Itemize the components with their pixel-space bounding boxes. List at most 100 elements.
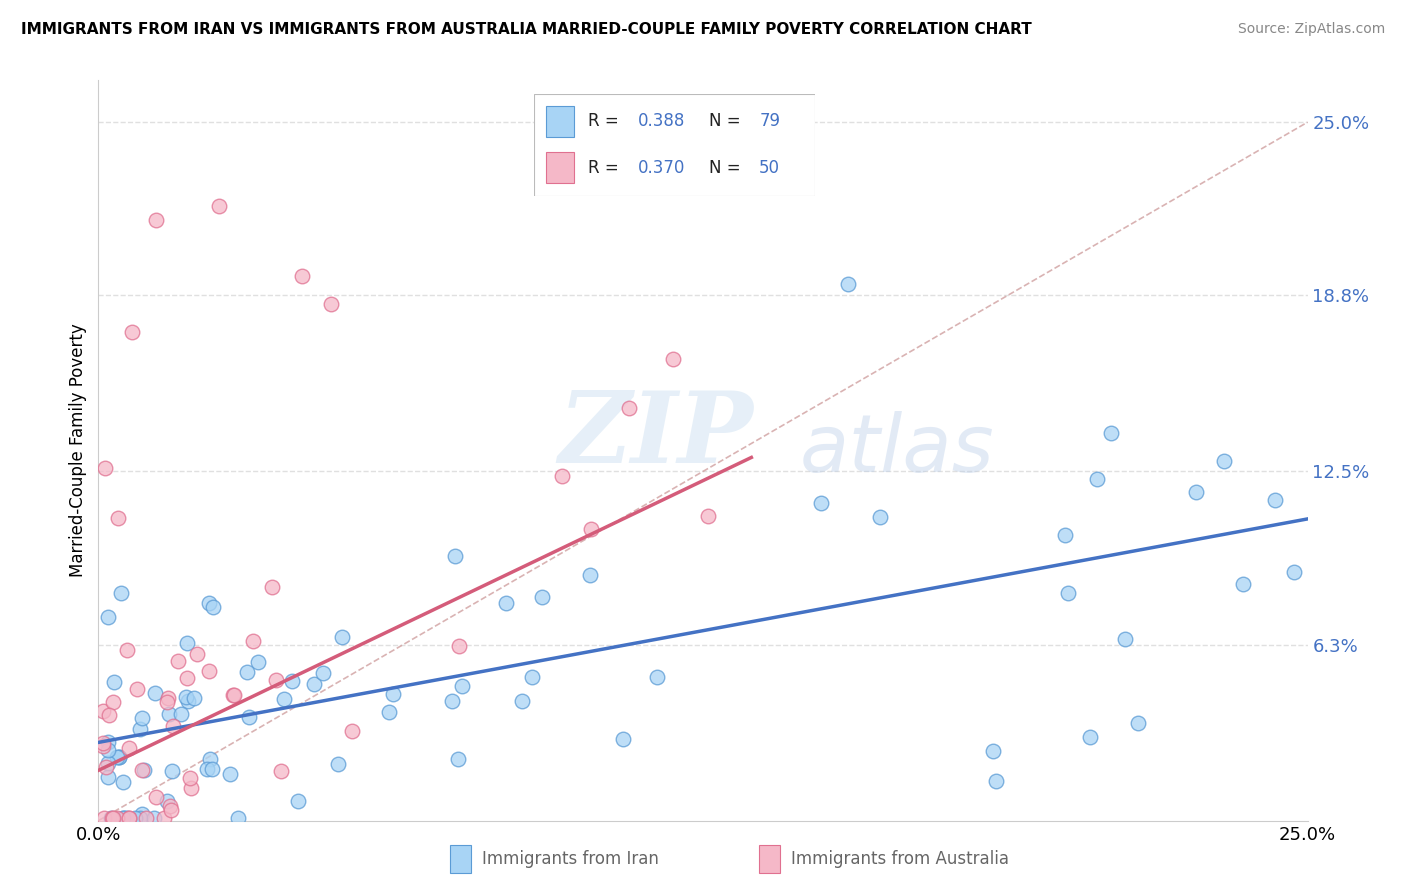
Point	[201, 599, 224, 614]
Point	[1114, 632, 1136, 647]
Point	[118, 811, 141, 825]
Point	[447, 752, 470, 766]
Point	[262, 580, 284, 594]
Point	[125, 681, 148, 696]
Point	[108, 750, 131, 764]
Point	[1213, 454, 1236, 468]
Point	[160, 803, 183, 817]
Point	[118, 811, 141, 825]
Point	[129, 811, 152, 825]
Point	[810, 496, 832, 510]
Point	[186, 647, 208, 661]
Text: N =: N =	[709, 112, 745, 130]
Point	[121, 325, 143, 339]
Point	[377, 706, 399, 720]
Text: IMMIGRANTS FROM IRAN VS IMMIGRANTS FROM AUSTRALIA MARRIED-COUPLE FAMILY POVERTY : IMMIGRANTS FROM IRAN VS IMMIGRANTS FROM …	[21, 22, 1032, 37]
Point	[1264, 492, 1286, 507]
Point	[103, 674, 125, 689]
Text: R =: R =	[588, 159, 624, 177]
Point	[226, 811, 249, 825]
Point	[222, 688, 245, 702]
Point	[612, 731, 634, 746]
Point	[319, 297, 342, 311]
Point	[176, 671, 198, 685]
Point	[101, 811, 124, 825]
Point	[170, 706, 193, 721]
Text: 0.370: 0.370	[638, 159, 686, 177]
Point	[97, 742, 120, 756]
Point	[287, 794, 309, 808]
Point	[107, 511, 129, 525]
Text: 0.388: 0.388	[638, 112, 686, 130]
Point	[312, 665, 335, 680]
Point	[662, 351, 685, 366]
Point	[157, 691, 180, 706]
Point	[131, 711, 153, 725]
Text: ZIP: ZIP	[558, 387, 752, 483]
Point	[135, 811, 157, 825]
Point	[617, 401, 640, 415]
Point	[246, 656, 269, 670]
Point	[280, 673, 302, 688]
Point	[270, 764, 292, 778]
Point	[101, 811, 124, 825]
Point	[97, 756, 120, 771]
Point	[326, 756, 349, 771]
Point	[1128, 715, 1150, 730]
Point	[97, 770, 120, 784]
Point	[522, 670, 544, 684]
Point	[179, 771, 201, 785]
Point	[157, 707, 180, 722]
Point	[1099, 425, 1122, 440]
Point	[531, 590, 554, 604]
Point	[145, 790, 167, 805]
Point	[984, 774, 1007, 789]
Point	[495, 596, 517, 610]
Point	[131, 806, 153, 821]
Point	[1085, 472, 1108, 486]
Point	[197, 664, 219, 678]
Point	[117, 643, 139, 657]
Text: 79: 79	[759, 112, 780, 130]
Point	[174, 690, 197, 704]
Text: R =: R =	[588, 112, 624, 130]
Point	[1054, 528, 1077, 542]
Point	[100, 811, 122, 825]
Point	[510, 693, 533, 707]
Point	[447, 639, 470, 653]
Point	[444, 549, 467, 564]
Point	[108, 750, 131, 764]
Point	[93, 811, 115, 825]
Point	[579, 522, 602, 536]
FancyBboxPatch shape	[534, 94, 815, 196]
Point	[1184, 484, 1206, 499]
Point	[645, 670, 668, 684]
Point	[1057, 586, 1080, 600]
Point	[145, 213, 167, 227]
Point	[200, 762, 222, 776]
Point	[97, 734, 120, 748]
Point	[117, 741, 139, 756]
Bar	[759, 846, 780, 872]
Text: N =: N =	[709, 159, 745, 177]
Point	[981, 744, 1004, 758]
Point	[129, 723, 152, 737]
Point	[156, 695, 179, 709]
Text: atlas: atlas	[800, 411, 994, 490]
Y-axis label: Married-Couple Family Poverty: Married-Couple Family Poverty	[69, 324, 87, 577]
Point	[218, 767, 240, 781]
Point	[132, 763, 155, 777]
Text: Immigrants from Iran: Immigrants from Iran	[482, 850, 658, 868]
Point	[578, 568, 600, 582]
Point	[110, 586, 132, 600]
Point	[111, 811, 134, 825]
Point	[183, 690, 205, 705]
Text: Immigrants from Australia: Immigrants from Australia	[790, 850, 1010, 868]
Point	[1078, 730, 1101, 744]
Bar	[450, 846, 471, 872]
Point	[97, 610, 120, 624]
Point	[160, 764, 183, 779]
Point	[273, 692, 295, 706]
Point	[551, 468, 574, 483]
Point	[153, 811, 176, 825]
